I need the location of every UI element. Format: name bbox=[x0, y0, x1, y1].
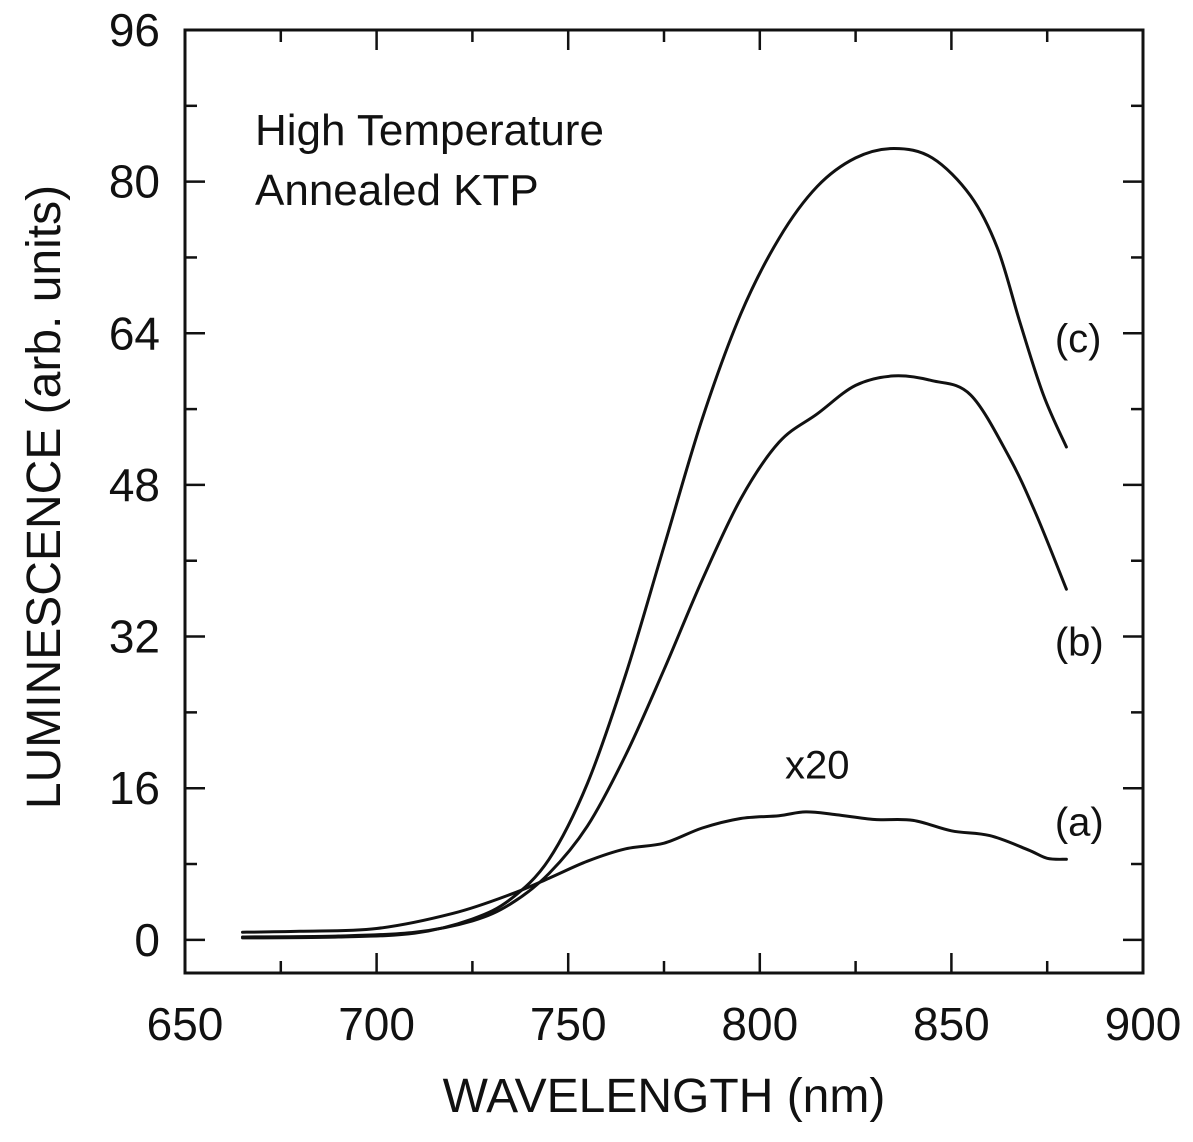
y-tick-label: 80 bbox=[109, 156, 160, 208]
x-tick-label: 650 bbox=[147, 998, 224, 1050]
x-axis-title: WAVELENGTH (nm) bbox=[443, 1070, 886, 1123]
y-tick-label: 96 bbox=[109, 4, 160, 56]
x-tick-label: 750 bbox=[530, 998, 607, 1050]
x-tick-label: 850 bbox=[913, 998, 990, 1050]
plot-labels: High Temperature Annealed KTP WAVELENGTH… bbox=[18, 106, 1104, 1123]
plot-subtitle: Annealed KTP bbox=[255, 166, 539, 215]
annotation-label: (a) bbox=[1055, 800, 1104, 844]
y-tick-label: 48 bbox=[109, 459, 160, 511]
y-axis-title: LUMINESCENCE (arb. units) bbox=[18, 185, 71, 809]
x-tick-label: 800 bbox=[721, 998, 798, 1050]
plot-curves bbox=[241, 147, 1068, 940]
y-tick-label: 64 bbox=[109, 307, 160, 359]
plot-title: High Temperature bbox=[255, 106, 604, 155]
series-line-c bbox=[241, 147, 1068, 940]
series-line-a bbox=[241, 810, 1068, 934]
annotation-label: (c) bbox=[1055, 317, 1102, 361]
y-tick-label: 32 bbox=[109, 611, 160, 663]
plot-axes: 650 700 750 800 850 900 0 16 32 48 64 80 96 bbox=[109, 4, 1182, 1050]
y-tick-label: 0 bbox=[134, 914, 160, 966]
x-tick-label: 900 bbox=[1105, 998, 1182, 1050]
series-line-b bbox=[241, 374, 1068, 939]
y-tick-label: 16 bbox=[109, 762, 160, 814]
annotation-label: x20 bbox=[785, 743, 850, 787]
x-tick-label: 700 bbox=[338, 998, 415, 1050]
annotation-label: (b) bbox=[1055, 620, 1104, 664]
